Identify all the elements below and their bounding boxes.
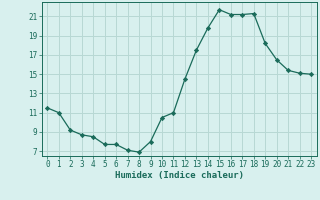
X-axis label: Humidex (Indice chaleur): Humidex (Indice chaleur) bbox=[115, 171, 244, 180]
